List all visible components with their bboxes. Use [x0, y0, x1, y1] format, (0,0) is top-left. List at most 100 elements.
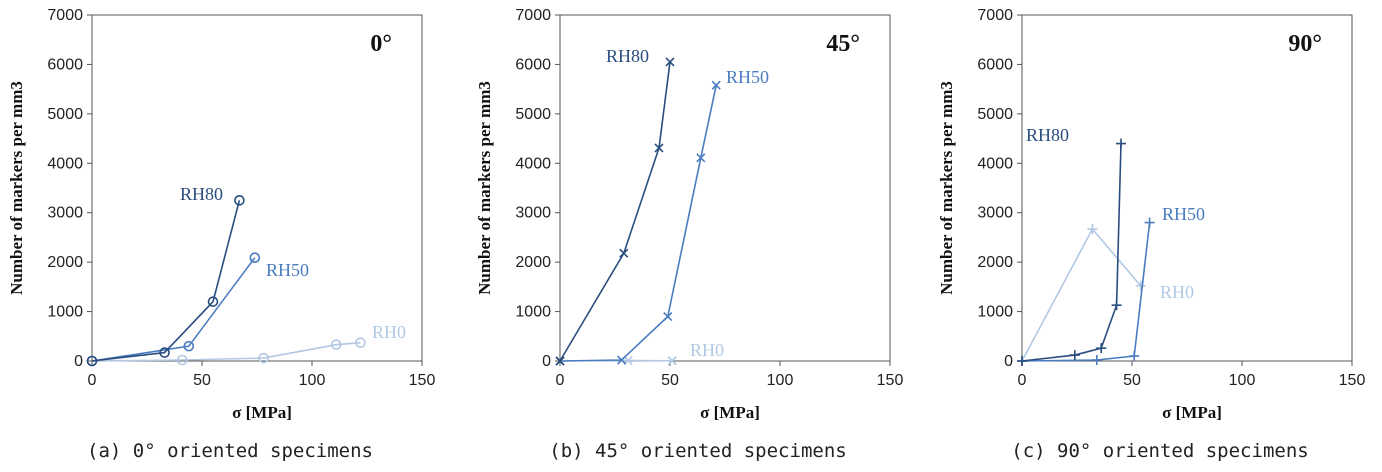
series-label-rh50: RH50 [1162, 204, 1205, 224]
x-tick-label: 100 [1229, 372, 1256, 389]
series-label-rh50: RH50 [266, 260, 309, 280]
series-line-rh80 [559, 61, 671, 362]
y-tick-label: 0 [1004, 353, 1013, 370]
y-tick-label: 0 [74, 353, 83, 370]
data-point [665, 57, 675, 67]
y-tick-label: 3000 [47, 205, 83, 222]
data-point [1135, 280, 1146, 291]
y-tick-label: 7000 [47, 7, 83, 24]
data-point [667, 356, 677, 366]
x-axis-label: σ [MPa] [1162, 403, 1222, 422]
y-tick-label: 2000 [977, 254, 1013, 271]
x-tick-label: 50 [661, 372, 679, 389]
data-point [86, 355, 98, 367]
plot-area [559, 14, 891, 362]
caption-a: (a) 0° oriented specimens [87, 440, 373, 462]
series-line-rh80 [1021, 143, 1122, 362]
x-tick-label: 0 [556, 372, 565, 389]
y-tick-label: 3000 [515, 205, 551, 222]
data-point [234, 195, 245, 206]
data-point [176, 354, 188, 366]
data-point [1111, 300, 1122, 311]
data-point [258, 352, 269, 364]
y-tick-label: 5000 [977, 106, 1013, 123]
x-tick-label: 150 [877, 372, 904, 389]
y-tick-label: 0 [542, 353, 551, 370]
y-tick-label: 2000 [47, 254, 83, 271]
x-tick-label: 50 [193, 372, 211, 389]
x-tick-label: 100 [767, 372, 794, 389]
series-label-rh0: RH0 [690, 340, 724, 360]
y-tick-label: 6000 [47, 56, 83, 73]
panel-title: 0° [370, 31, 392, 57]
x-tick-label: 150 [409, 372, 436, 389]
x-tick-label: 0 [88, 372, 97, 389]
y-tick-label: 4000 [977, 155, 1013, 172]
plot-area [91, 14, 423, 362]
data-point [207, 296, 219, 307]
data-point [1096, 343, 1107, 354]
x-tick-label: 100 [299, 372, 326, 389]
series-line-rh0 [1021, 227, 1142, 362]
series-line-rh50 [91, 257, 256, 362]
y-axis-label: Number of markers per mm3 [475, 81, 494, 295]
series-label-rh80: RH80 [606, 46, 649, 66]
data-point [1017, 356, 1027, 366]
y-tick-label: 5000 [47, 106, 83, 123]
data-point [355, 337, 366, 349]
y-tick-label: 1000 [515, 304, 551, 321]
y-tick-label: 7000 [515, 7, 551, 24]
data-point [249, 252, 261, 263]
series-label-rh80: RH80 [1026, 125, 1069, 145]
series-line-rh50 [559, 85, 717, 362]
data-point [619, 248, 629, 258]
panel-title: 90° [1288, 31, 1322, 57]
y-tick-label: 6000 [977, 56, 1013, 73]
data-point [183, 340, 195, 352]
y-tick-label: 7000 [977, 7, 1013, 24]
data-point [663, 311, 673, 322]
x-tick-label: 50 [1123, 372, 1141, 389]
plot-area [1021, 14, 1353, 362]
data-point [654, 143, 664, 153]
series-label-rh0: RH0 [1160, 282, 1194, 302]
data-point [1144, 217, 1155, 228]
chart-panel-a: 0 1000 2000 3000 4000 5000 6000 7000 0 50 100 150 σ … [0, 0, 460, 472]
series-line-rh0 [91, 341, 361, 362]
series-label-rh0: RH0 [372, 322, 406, 342]
x-tick-label: 0 [1018, 372, 1027, 389]
chart-1: 0 1000 2000 3000 4000 5000 6000 7000 0 50 100 150 σ … [475, 7, 904, 422]
y-tick-label: 1000 [47, 304, 83, 321]
data-point [1091, 355, 1102, 366]
x-axis-label: σ [MPa] [232, 403, 292, 422]
data-point [1129, 351, 1140, 362]
y-tick-label: 5000 [515, 106, 551, 123]
y-axis-label: Number of markers per mm3 [937, 81, 956, 295]
y-tick-label: 2000 [515, 254, 551, 271]
y-tick-label: 3000 [977, 205, 1013, 222]
data-point [696, 153, 706, 163]
data-point [1069, 350, 1080, 361]
y-tick-label: 4000 [515, 155, 551, 172]
y-tick-label: 1000 [977, 304, 1013, 321]
data-point [711, 80, 721, 90]
chart-panel-b: 0 1000 2000 3000 4000 5000 6000 7000 0 50 100 150 σ … [468, 0, 928, 472]
data-point [1116, 138, 1126, 149]
chart-2: 0 1000 2000 3000 4000 5000 6000 7000 0 50 100 150 σ … [937, 7, 1366, 422]
series-label-rh50: RH50 [726, 67, 769, 87]
series-line-rh50 [1021, 222, 1151, 362]
data-point [159, 347, 170, 358]
y-tick-label: 4000 [47, 155, 83, 172]
x-axis-label: σ [MPa] [700, 403, 760, 422]
caption-b: (b) 45° oriented specimens [549, 440, 847, 462]
chart-0: 0 1000 2000 3000 4000 5000 6000 7000 0 50 100 150 σ … [7, 7, 436, 422]
chart-panel-c: 0 1000 2000 3000 4000 5000 6000 7000 0 50 100 150 σ … [930, 0, 1382, 472]
x-tick-label: 150 [1339, 372, 1366, 389]
panel-title: 45° [826, 31, 860, 57]
caption-c: (c) 90° oriented specimens [1011, 440, 1309, 462]
data-point [1087, 224, 1098, 235]
y-axis-label: Number of markers per mm3 [7, 81, 26, 295]
data-point [330, 339, 342, 350]
data-point [555, 356, 565, 366]
series-line-rh80 [91, 200, 241, 362]
